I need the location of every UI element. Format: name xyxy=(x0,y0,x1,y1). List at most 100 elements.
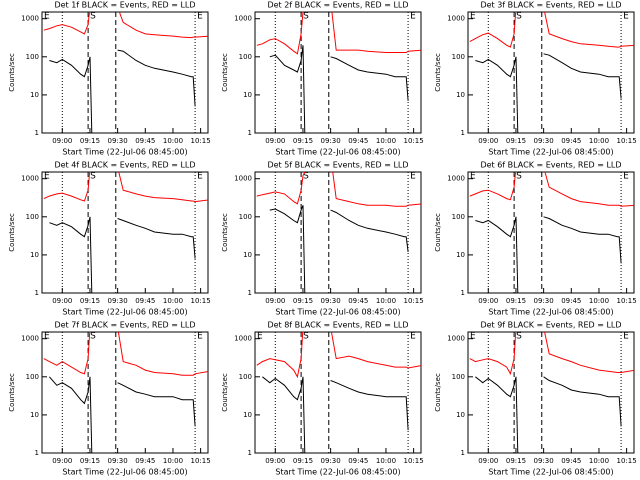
marker-label: E xyxy=(197,12,203,22)
y-tick-label: 1000 xyxy=(21,15,39,23)
panel: Det 8f BLACK = Events, RED = LLD Start Ti… xyxy=(221,321,424,477)
y-axis-label: Counts/sec xyxy=(8,53,16,92)
x-axis-label: Start Time (22-Jul-06 08:45:00) xyxy=(62,148,187,157)
x-tick-label: 09:30 xyxy=(108,297,128,305)
x-tick-label: 09:30 xyxy=(534,137,554,145)
x-tick-label: 09:00 xyxy=(52,457,72,465)
y-axis-label: Counts/sec xyxy=(8,373,16,412)
y-tick-label: 100 xyxy=(452,373,465,381)
x-tick-label: 09:30 xyxy=(108,457,128,465)
y-tick-label: 1 xyxy=(35,129,39,137)
panel: Det 6f BLACK = Events, RED = LLD Start Ti… xyxy=(434,161,637,317)
x-tick-label: 10:00 xyxy=(376,137,396,145)
marker-label: E xyxy=(470,332,476,342)
x-tick-label: 09:45 xyxy=(348,297,368,305)
series-line xyxy=(43,12,208,39)
plot-frame xyxy=(254,171,422,294)
y-tick-label: 100 xyxy=(26,53,39,61)
y-tick-label: 1000 xyxy=(21,175,39,183)
marker-label: S xyxy=(516,172,522,182)
y-tick-label: 1 xyxy=(461,449,465,457)
marker-label: S xyxy=(90,12,96,22)
plot-frame xyxy=(41,11,209,134)
y-tick-label: 100 xyxy=(452,213,465,221)
x-tick-label: 09:30 xyxy=(321,297,341,305)
marker-label: E xyxy=(44,172,50,182)
plot-frame xyxy=(41,171,209,294)
x-tick-label: 10:15 xyxy=(617,137,637,145)
chart-title: Det 4f BLACK = Events, RED = LLD xyxy=(54,161,195,170)
marker-label: E xyxy=(623,332,629,342)
series-line xyxy=(469,172,634,207)
x-tick-label: 10:15 xyxy=(191,137,211,145)
marker-label: S xyxy=(303,12,309,22)
marker-label: S xyxy=(303,332,309,342)
y-tick-label: 1000 xyxy=(234,175,252,183)
panel: Det 2f BLACK = Events, RED = LLD Start Ti… xyxy=(221,1,424,157)
x-axis-label: Start Time (22-Jul-06 08:45:00) xyxy=(62,308,187,317)
chart-title: Det 1f BLACK = Events, RED = LLD xyxy=(54,1,195,10)
y-tick-label: 10 xyxy=(243,251,252,259)
x-tick-label: 10:00 xyxy=(376,297,396,305)
marker-label: E xyxy=(410,332,416,342)
plot-frame xyxy=(467,171,635,294)
x-axis-label: Start Time (22-Jul-06 08:45:00) xyxy=(488,468,613,477)
y-axis-label: Counts/sec xyxy=(221,213,229,252)
x-tick-label: 10:15 xyxy=(404,457,424,465)
x-tick-label: 09:45 xyxy=(135,297,155,305)
series-line xyxy=(49,216,196,293)
y-axis-label: Counts/sec xyxy=(221,53,229,92)
panel: Det 3f BLACK = Events, RED = LLD Start Ti… xyxy=(434,1,637,157)
panel: Det 7f BLACK = Events, RED = LLD Start Ti… xyxy=(8,321,211,477)
y-tick-label: 1000 xyxy=(447,175,465,183)
x-tick-label: 09:45 xyxy=(561,297,581,305)
y-tick-label: 10 xyxy=(30,411,39,419)
chart-title: Det 5f BLACK = Events, RED = LLD xyxy=(267,161,408,170)
x-tick-label: 10:15 xyxy=(191,297,211,305)
chart-title: Det 7f BLACK = Events, RED = LLD xyxy=(54,321,195,330)
chart-title: Det 8f BLACK = Events, RED = LLD xyxy=(267,321,408,330)
plot-frame xyxy=(41,331,209,454)
y-tick-label: 10 xyxy=(30,91,39,99)
x-tick-label: 09:45 xyxy=(561,457,581,465)
x-axis-label: Start Time (22-Jul-06 08:45:00) xyxy=(275,148,400,157)
x-tick-label: 09:45 xyxy=(135,457,155,465)
series-line xyxy=(256,332,421,379)
chart-title: Det 9f BLACK = Events, RED = LLD xyxy=(480,321,621,330)
series-line xyxy=(262,376,409,453)
x-tick-label: 09:15 xyxy=(293,137,313,145)
marker-label: S xyxy=(90,332,96,342)
x-tick-label: 09:15 xyxy=(506,457,526,465)
marker-label: S xyxy=(516,332,522,342)
x-tick-label: 10:15 xyxy=(404,137,424,145)
x-tick-label: 10:00 xyxy=(376,457,396,465)
x-axis-label: Start Time (22-Jul-06 08:45:00) xyxy=(62,468,187,477)
y-tick-label: 1000 xyxy=(447,335,465,343)
x-tick-label: 10:00 xyxy=(163,457,183,465)
x-tick-label: 09:45 xyxy=(561,137,581,145)
y-tick-label: 100 xyxy=(452,53,465,61)
y-axis-label: Counts/sec xyxy=(434,213,442,252)
x-tick-label: 09:30 xyxy=(534,457,554,465)
y-tick-label: 100 xyxy=(26,373,39,381)
x-tick-label: 09:15 xyxy=(80,297,100,305)
x-tick-label: 09:15 xyxy=(506,297,526,305)
x-tick-label: 10:00 xyxy=(589,297,609,305)
y-tick-label: 10 xyxy=(30,251,39,259)
series-line xyxy=(256,172,421,207)
marker-label: E xyxy=(197,172,203,182)
y-tick-label: 10 xyxy=(243,411,252,419)
y-tick-label: 100 xyxy=(239,373,252,381)
y-tick-label: 1 xyxy=(35,449,39,457)
x-tick-label: 09:00 xyxy=(478,137,498,145)
y-tick-label: 100 xyxy=(26,213,39,221)
series-line xyxy=(475,216,622,293)
y-tick-label: 1 xyxy=(248,449,252,457)
y-tick-label: 10 xyxy=(243,91,252,99)
y-tick-label: 100 xyxy=(239,213,252,221)
x-tick-label: 09:00 xyxy=(52,297,72,305)
x-tick-label: 09:15 xyxy=(80,137,100,145)
x-tick-label: 09:00 xyxy=(478,457,498,465)
series-line xyxy=(43,332,208,376)
